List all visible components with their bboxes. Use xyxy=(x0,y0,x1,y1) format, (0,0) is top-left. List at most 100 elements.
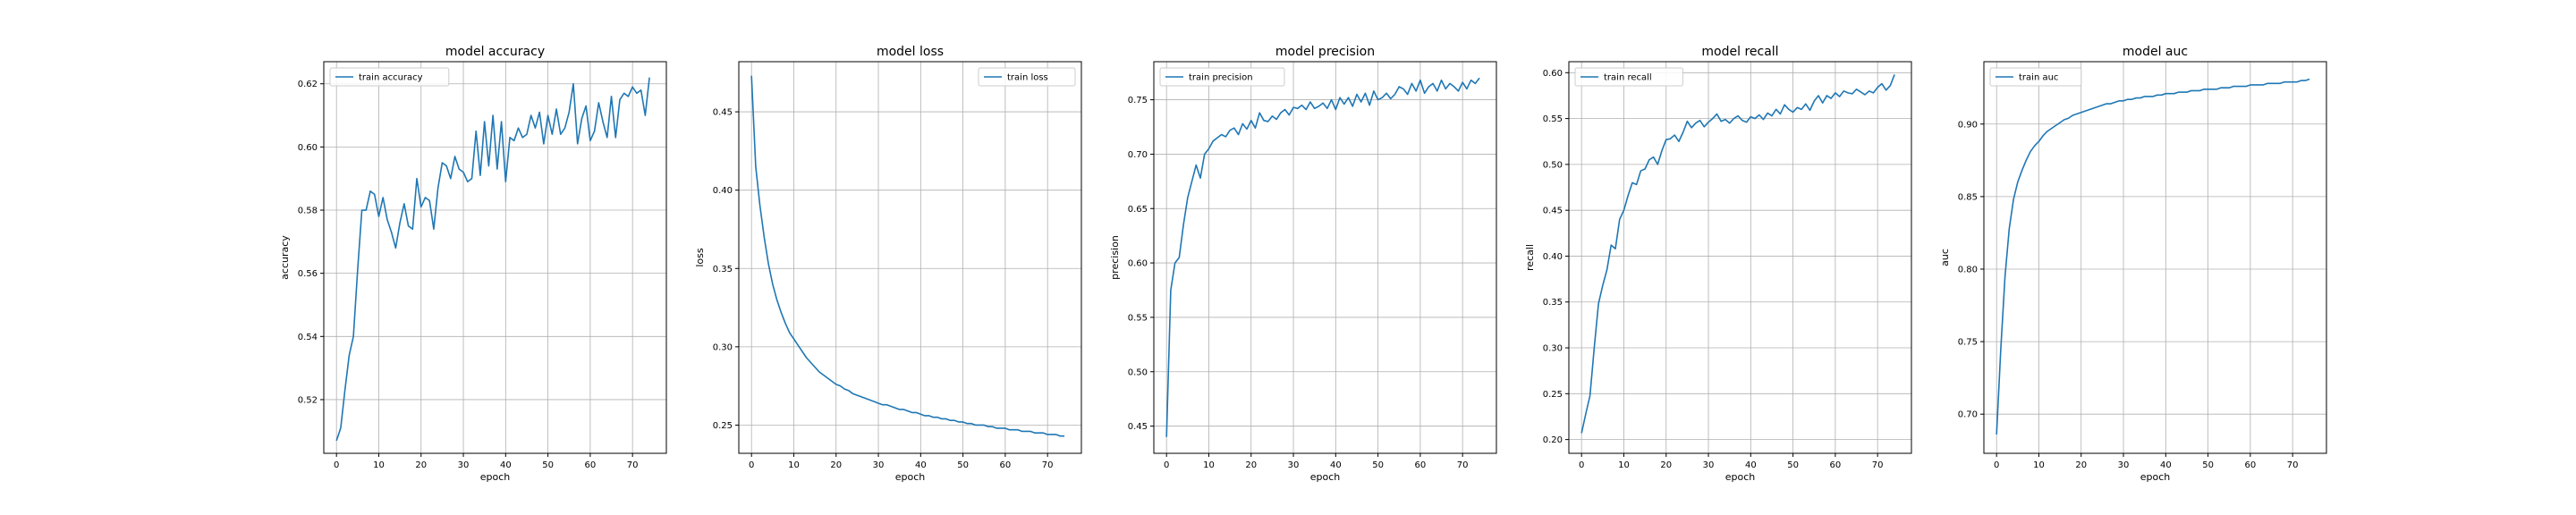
y-tick-label: 0.65 xyxy=(1128,205,1148,215)
axes-frame xyxy=(1983,61,2327,454)
y-tick-label: 0.25 xyxy=(1543,390,1563,400)
x-tick-label: 60 xyxy=(1000,460,1012,470)
legend-box xyxy=(329,67,450,87)
x-tick-label: 20 xyxy=(415,460,427,470)
x-tick-label: 50 xyxy=(1787,460,1799,470)
x-tick-label: 50 xyxy=(957,460,969,470)
chart-panel-4: 0 10 20 30 40 50 60 70 0.20 0.25 0.30 0.35 0.40 0.45 0… xyxy=(1524,45,1912,483)
y-tick-label: 0.52 xyxy=(298,395,318,405)
y-axis-label: loss xyxy=(694,248,706,267)
x-tick-label: 10 xyxy=(2033,460,2045,470)
y-tick-label: 0.60 xyxy=(298,143,318,153)
x-tick-label: 20 xyxy=(830,460,842,470)
x-tick-label: 20 xyxy=(2075,460,2087,470)
y-tick-label: 0.80 xyxy=(1958,265,1978,274)
x-tick-label: 30 xyxy=(1703,460,1715,470)
x-tick-label: 0 xyxy=(1164,460,1169,470)
x-tick-label: 40 xyxy=(1330,460,1342,470)
y-tick-label: 0.20 xyxy=(1543,435,1563,445)
legend-label: train loss xyxy=(1007,73,1048,83)
x-tick-label: 0 xyxy=(749,460,754,470)
chart-title: model loss xyxy=(877,45,944,59)
x-tick-label: 10 xyxy=(788,460,800,470)
x-tick-label: 60 xyxy=(1415,460,1427,470)
y-axis-label: recall xyxy=(1524,244,1536,271)
legend-box xyxy=(1159,67,1285,87)
legend: train auc xyxy=(1989,67,2082,87)
x-tick-label: 10 xyxy=(1618,460,1630,470)
x-axis-label: epoch xyxy=(2140,471,2171,483)
x-tick-label: 0 xyxy=(1579,460,1584,470)
y-tick-label: 0.54 xyxy=(298,333,318,342)
axes-frame xyxy=(738,61,1082,454)
y-tick-label: 0.70 xyxy=(1128,150,1148,160)
y-tick-label: 0.45 xyxy=(713,108,733,118)
chart-panel-5: 0 10 20 30 40 50 60 70 0.70 0.75 0.80 0.85 0.90 model… xyxy=(1939,45,2327,483)
legend-box xyxy=(978,67,1076,87)
legend-box xyxy=(1989,67,2082,87)
legend-label: train recall xyxy=(1604,73,1652,83)
x-tick-label: 30 xyxy=(1288,460,1300,470)
legend-label: train precision xyxy=(1189,73,1253,83)
y-tick-label: 0.25 xyxy=(713,421,733,431)
series-line-1 xyxy=(1165,77,1480,437)
y-tick-label: 0.45 xyxy=(1128,422,1148,432)
chart-title: model auc xyxy=(2123,45,2188,59)
x-tick-label: 30 xyxy=(458,460,470,470)
y-tick-label: 0.35 xyxy=(713,265,733,274)
x-tick-label: 70 xyxy=(1457,460,1469,470)
legend-box xyxy=(1574,67,1683,87)
y-tick-label: 0.40 xyxy=(713,186,733,196)
y-axis-label: auc xyxy=(1939,249,1951,266)
y-tick-label: 0.50 xyxy=(1128,367,1148,377)
x-tick-label: 60 xyxy=(2245,460,2257,470)
y-tick-label: 0.58 xyxy=(298,207,318,216)
x-tick-label: 50 xyxy=(1372,460,1384,470)
x-tick-label: 40 xyxy=(2160,460,2172,470)
y-tick-label: 0.60 xyxy=(1128,259,1148,269)
y-axis-label: accuracy xyxy=(279,235,291,280)
legend: train accuracy xyxy=(329,67,450,87)
y-tick-label: 0.70 xyxy=(1958,410,1978,420)
x-tick-label: 30 xyxy=(2118,460,2130,470)
x-tick-label: 20 xyxy=(1660,460,1672,470)
legend-label: train auc xyxy=(2019,73,2058,83)
x-tick-label: 40 xyxy=(500,460,512,470)
y-tick-label: 0.30 xyxy=(1543,344,1563,354)
y-tick-label: 0.60 xyxy=(1543,69,1563,79)
y-tick-label: 0.45 xyxy=(1543,207,1563,216)
x-tick-label: 70 xyxy=(1042,460,1054,470)
y-tick-label: 0.40 xyxy=(1543,252,1563,262)
legend-label: train accuracy xyxy=(359,73,423,83)
series-line-1 xyxy=(1580,74,1895,434)
y-tick-label: 0.50 xyxy=(1543,160,1563,170)
axes-frame xyxy=(1568,61,1912,454)
series-line-1 xyxy=(1996,78,2310,435)
chart-title: model recall xyxy=(1701,45,1778,59)
y-tick-label: 0.75 xyxy=(1128,96,1148,106)
series-line-1 xyxy=(750,75,1065,437)
chart-panel-3: 0 10 20 30 40 50 60 70 0.45 0.50 0.55 0.60 0.65 0.70 0… xyxy=(1109,45,1497,483)
y-tick-label: 0.55 xyxy=(1128,313,1148,323)
y-axis-label: precision xyxy=(1109,235,1121,280)
legend: train precision xyxy=(1159,67,1285,87)
chart-title: model accuracy xyxy=(445,45,545,59)
x-tick-label: 40 xyxy=(915,460,927,470)
x-tick-label: 0 xyxy=(334,460,339,470)
x-axis-label: epoch xyxy=(480,471,511,483)
x-tick-label: 10 xyxy=(373,460,385,470)
x-axis-label: epoch xyxy=(1725,471,1756,483)
x-tick-label: 70 xyxy=(1872,460,1884,470)
x-tick-label: 50 xyxy=(542,460,554,470)
x-tick-label: 60 xyxy=(585,460,597,470)
x-axis-label: epoch xyxy=(1310,471,1341,483)
chart-title: model precision xyxy=(1275,45,1375,59)
y-tick-label: 0.55 xyxy=(1543,114,1563,124)
legend: train recall xyxy=(1574,67,1683,87)
legend: train loss xyxy=(978,67,1076,87)
x-tick-label: 70 xyxy=(2287,460,2299,470)
x-tick-label: 20 xyxy=(1245,460,1257,470)
x-tick-label: 30 xyxy=(873,460,885,470)
series-line-1 xyxy=(335,77,650,442)
